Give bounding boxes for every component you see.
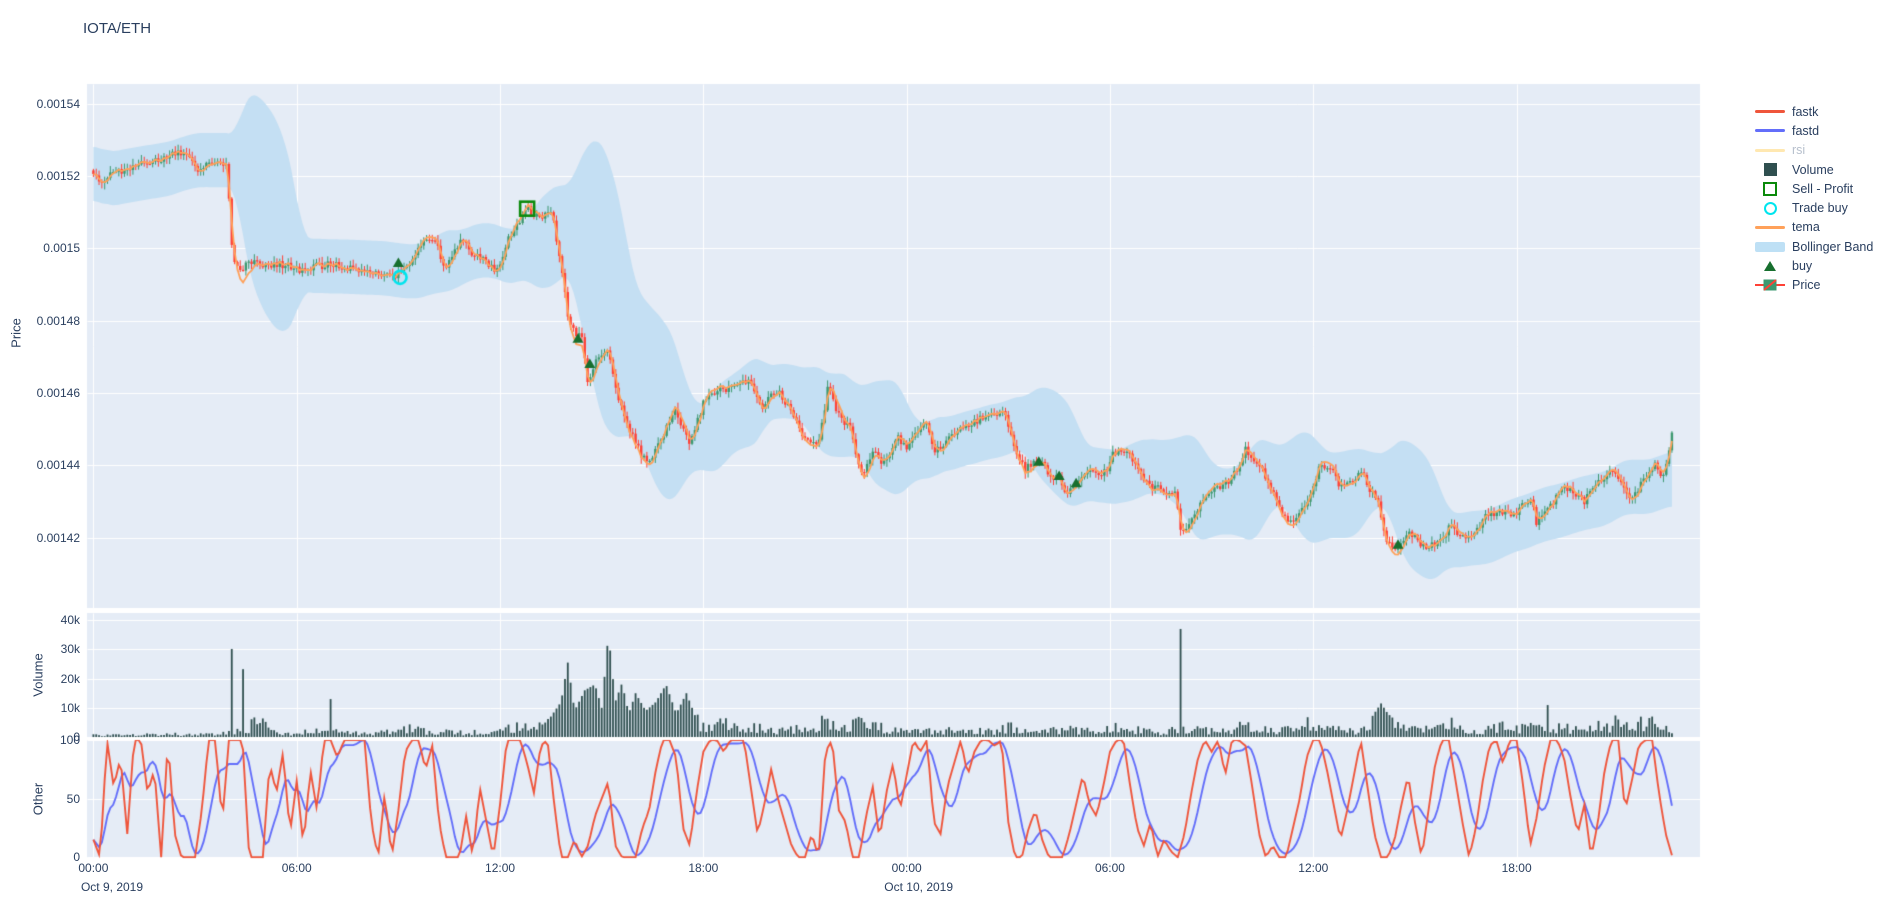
legend-item-price[interactable]: Price [1753,276,1873,295]
buy-swatch-icon [1753,261,1787,272]
fastd-swatch-icon [1753,129,1787,133]
volume-swatch-icon [1753,163,1787,177]
rsi-swatch-icon [1753,148,1787,152]
price-swatch-icon [1753,278,1787,292]
legend-item-volume[interactable]: Volume [1753,160,1873,179]
legend-label: Volume [1792,162,1834,177]
legend-label: Bollinger Band [1792,239,1874,254]
legend-item-bollinger-band[interactable]: Bollinger Band [1753,237,1873,256]
legend-label: Sell - Profit [1792,181,1854,196]
legend-label: tema [1792,220,1820,235]
bollinger-band-swatch-icon [1753,241,1787,252]
legend-item-trade-buy[interactable]: Trade buy [1753,198,1873,217]
legend-item-rsi[interactable]: rsi [1753,141,1873,160]
legend-label: fastd [1792,123,1820,138]
legend-label: Price [1792,278,1821,293]
legend-item-tema[interactable]: tema [1753,218,1873,237]
legend-label: rsi [1792,143,1806,158]
legend: fastk fastd rsi Volume Sell - Profit Trade bu… [1753,102,1873,295]
page-title: IOTA/ETH [83,20,152,37]
legend-item-sell-profit[interactable]: Sell - Profit [1753,179,1873,198]
sell-profit-swatch-icon [1753,181,1787,196]
legend-label: buy [1792,259,1813,274]
legend-item-fastk[interactable]: fastk [1753,102,1873,121]
trade-buy-swatch-icon [1753,201,1787,215]
legend-label: Trade buy [1792,201,1848,216]
fastk-swatch-icon [1753,110,1787,114]
tema-swatch-icon [1753,225,1787,229]
legend-item-fastd[interactable]: fastd [1753,121,1873,140]
legend-item-buy[interactable]: buy [1753,256,1873,275]
legend-label: fastk [1792,104,1819,119]
